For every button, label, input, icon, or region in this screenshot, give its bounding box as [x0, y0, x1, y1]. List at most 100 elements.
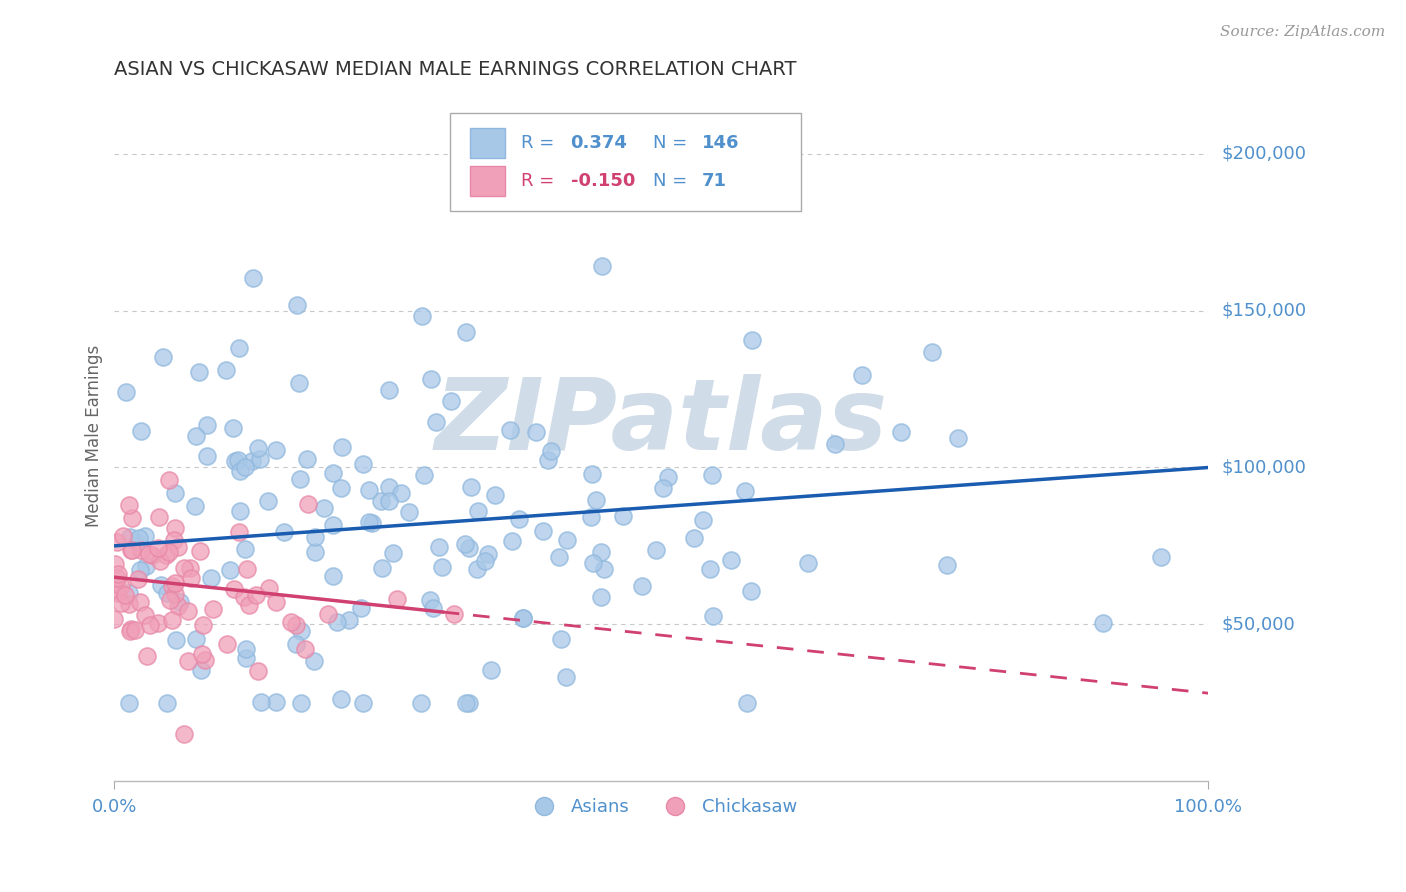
Point: [312, 501, 335, 516]
Point: [385, 592, 408, 607]
Point: [702, 609, 724, 624]
Point: [280, 615, 302, 629]
Point: [177, 654, 200, 668]
Point: [316, 607, 339, 621]
Point: [702, 467, 724, 482]
Point: [167, 599, 190, 613]
Y-axis label: Median Male Earnings: Median Male Earnings: [86, 345, 103, 527]
Point: [160, 579, 183, 593]
Point: [120, 622, 142, 636]
Point: [138, 618, 160, 632]
Point: [118, 499, 141, 513]
Point: [134, 607, 156, 622]
Point: [304, 530, 326, 544]
Point: [228, 525, 250, 540]
Point: [232, 590, 254, 604]
Point: [179, 561, 201, 575]
Point: [851, 368, 873, 383]
Point: [290, 624, 312, 638]
Point: [128, 531, 150, 545]
Point: [146, 616, 169, 631]
Point: [111, 529, 134, 543]
Point: [163, 587, 186, 601]
Text: $150,000: $150,000: [1222, 301, 1306, 319]
Point: [215, 637, 238, 651]
Point: [378, 383, 401, 397]
Point: [266, 595, 288, 609]
Point: [103, 612, 125, 626]
Point: [339, 613, 361, 627]
Text: 0.374: 0.374: [571, 134, 627, 152]
Point: [124, 624, 146, 638]
Point: [581, 510, 603, 524]
Point: [219, 563, 242, 577]
Point: [264, 443, 287, 458]
Point: [699, 561, 721, 575]
Point: [246, 442, 269, 456]
Point: [741, 334, 763, 348]
Point: [582, 556, 605, 570]
Point: [352, 457, 374, 471]
Point: [149, 553, 172, 567]
Point: [398, 505, 420, 519]
Point: [631, 579, 654, 593]
Point: [285, 637, 308, 651]
Point: [797, 556, 820, 570]
Point: [440, 394, 463, 409]
Point: [149, 578, 172, 592]
Point: [195, 449, 218, 463]
Text: ZIPatlas: ZIPatlas: [434, 374, 889, 471]
Point: [238, 598, 260, 612]
Point: [155, 548, 177, 562]
Point: [193, 618, 215, 632]
Text: $200,000: $200,000: [1222, 145, 1306, 163]
Point: [114, 588, 136, 602]
Point: [184, 499, 207, 513]
Point: [129, 563, 152, 577]
Point: [1092, 616, 1115, 631]
Point: [236, 562, 259, 576]
Point: [288, 472, 311, 486]
Text: ASIAN VS CHICKASAW MEDIAN MALE EARNINGS CORRELATION CHART: ASIAN VS CHICKASAW MEDIAN MALE EARNINGS …: [114, 60, 797, 78]
Point: [242, 453, 264, 467]
Point: [325, 615, 347, 630]
Text: Source: ZipAtlas.com: Source: ZipAtlas.com: [1219, 25, 1385, 39]
Point: [138, 547, 160, 561]
Text: R =: R =: [522, 172, 561, 190]
Point: [683, 531, 706, 545]
Point: [129, 595, 152, 609]
Point: [273, 525, 295, 540]
Point: [115, 384, 138, 399]
Point: [936, 558, 959, 573]
Point: [285, 298, 308, 312]
Point: [107, 567, 129, 582]
Point: [540, 444, 562, 458]
Point: [186, 429, 208, 443]
Point: [454, 326, 477, 340]
Point: [585, 493, 607, 508]
Point: [692, 512, 714, 526]
Point: [188, 544, 211, 558]
Point: [121, 511, 143, 525]
Point: [360, 516, 382, 530]
Text: 71: 71: [702, 172, 727, 190]
Point: [195, 417, 218, 432]
Point: [479, 663, 502, 677]
Point: [118, 597, 141, 611]
Point: [156, 696, 179, 710]
Point: [235, 651, 257, 665]
Point: [332, 440, 354, 454]
Point: [484, 488, 506, 502]
Point: [547, 550, 569, 565]
Text: N =: N =: [652, 172, 693, 190]
Point: [389, 485, 412, 500]
Point: [177, 604, 200, 618]
Point: [322, 569, 344, 583]
Point: [165, 521, 187, 535]
Point: [734, 483, 756, 498]
Point: [357, 483, 380, 498]
Point: [474, 554, 496, 568]
Point: [264, 695, 287, 709]
Point: [167, 541, 190, 555]
Point: [524, 425, 547, 440]
